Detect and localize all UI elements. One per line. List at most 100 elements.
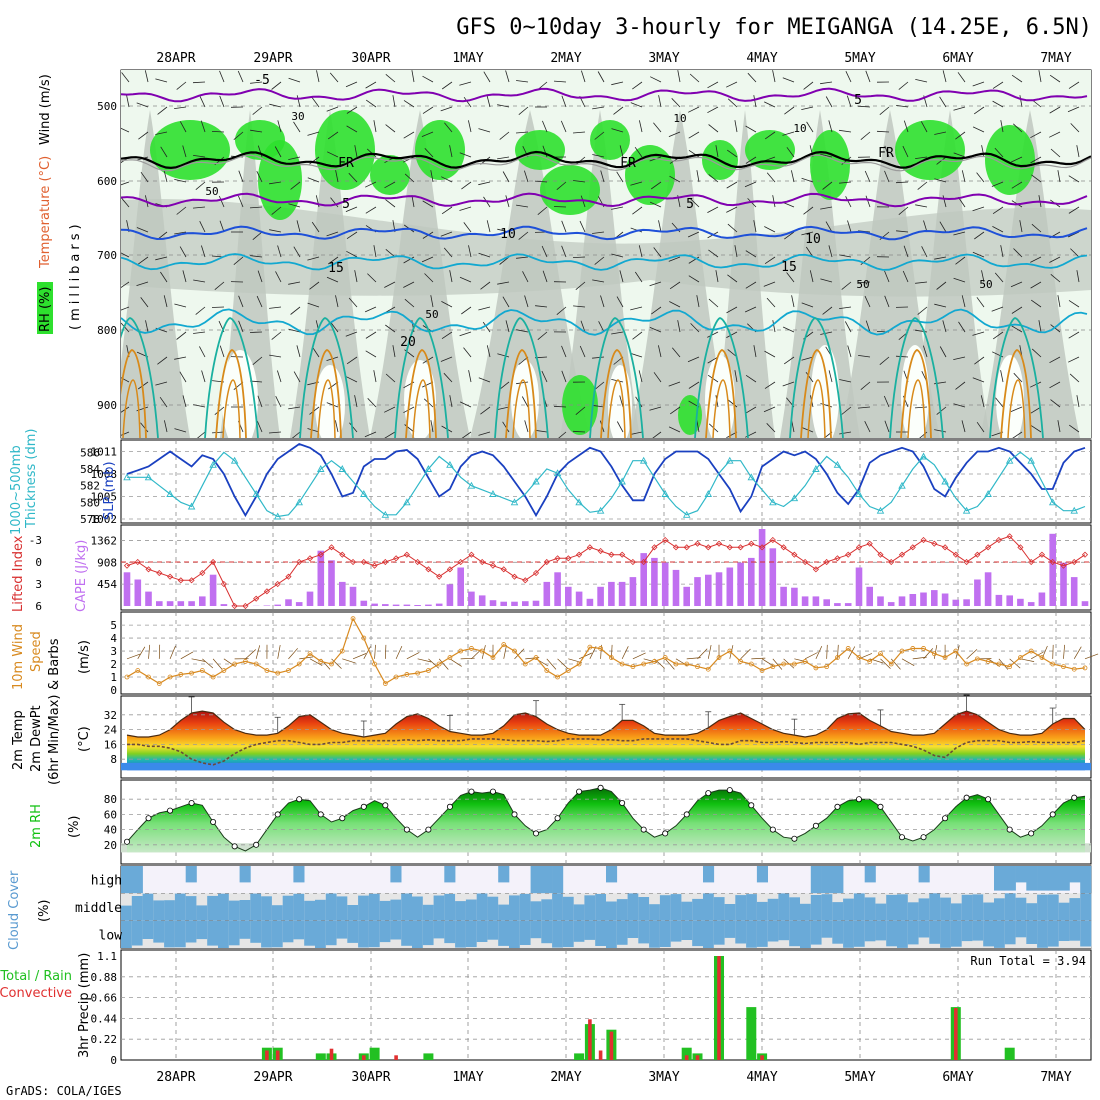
wind-marker [748, 661, 754, 667]
cloud-high-cell [1026, 866, 1038, 891]
wind-marker [856, 655, 862, 660]
wind-marker [469, 646, 474, 651]
li-marker [554, 555, 561, 562]
cloud-low-cell [940, 920, 952, 948]
cape-bar [317, 550, 325, 606]
wind-barb [373, 245, 377, 258]
cape-bar [1006, 595, 1013, 606]
wind-barb [478, 431, 491, 436]
contour-orange-inner [317, 379, 336, 438]
date-label-bottom: 5MAY [844, 1070, 875, 1085]
wind-barb [734, 120, 738, 133]
cape-bar [705, 574, 712, 606]
cloud-low-cell [228, 920, 240, 946]
wind-barb [256, 420, 263, 433]
wind-barb [632, 331, 643, 340]
cloud-middle-cell [325, 893, 337, 921]
cloud-middle-cell [886, 894, 898, 921]
li-marker [619, 551, 626, 558]
contour-plus20 [121, 308, 1088, 336]
thickness-marker [489, 490, 497, 497]
wind-barb [195, 306, 206, 315]
cloud-low-cell [659, 920, 671, 947]
wind-barb [766, 297, 776, 308]
thickness-marker [962, 506, 971, 514]
frame-precip [120, 949, 1092, 1061]
wind-barb [653, 247, 662, 258]
cloud-low-cell [164, 920, 176, 948]
cloud-middle-cell [616, 899, 628, 921]
wind-barb [1049, 381, 1061, 389]
cloud-high-cell [1004, 866, 1016, 891]
wind-barb [459, 152, 472, 158]
wind-barb [581, 70, 586, 83]
wind-barb [468, 120, 472, 133]
wind-barb [745, 406, 757, 414]
wind-barb [1049, 131, 1061, 138]
wind-barb [1030, 131, 1042, 139]
wind-barb [1057, 295, 1061, 308]
wind-barb [346, 250, 358, 258]
wind-barb [157, 106, 168, 115]
wind-barb [335, 420, 339, 433]
wind-unit: (m/s) [77, 640, 92, 674]
wind-barb [890, 658, 901, 670]
wind-barb [201, 370, 206, 383]
wind-barb [991, 306, 1004, 312]
cloud-low-cell [616, 920, 628, 945]
precip-total-bar [681, 1047, 692, 1060]
cloud-middle-cell [778, 893, 790, 921]
cloud-middle-cell [1069, 898, 1081, 921]
thickness-marker [919, 452, 928, 460]
cloud-high-cell [1047, 866, 1059, 891]
rh-marker [726, 787, 733, 794]
wind-marker [974, 656, 980, 662]
cloud-low-cell [746, 920, 758, 948]
cloud-high-cell [756, 866, 768, 883]
cloud-low-cell [1026, 920, 1038, 944]
wind-barb [621, 646, 629, 659]
wind-barb [348, 297, 358, 308]
wind-barb [594, 131, 605, 140]
cloud-middle-cell [1004, 893, 1016, 921]
date-label-bottom: 29APR [253, 1070, 292, 1085]
li-marker [845, 551, 852, 558]
wind-barb [726, 206, 738, 213]
wind-barb [269, 181, 282, 185]
cloud-middle-cell [929, 893, 941, 921]
wind-marker [318, 659, 324, 664]
wind-barb [820, 278, 833, 283]
wind-barb [541, 245, 548, 258]
cloud-low-cell [875, 920, 887, 941]
wind-barb [553, 206, 567, 208]
wind-marker [888, 661, 894, 667]
wind-barb [708, 298, 719, 308]
thickness-tick: 582 [80, 480, 100, 493]
cloud-middle-cell [142, 893, 154, 921]
wind-barb [157, 356, 168, 365]
wind-barb [915, 156, 928, 159]
frame-rh [120, 779, 1092, 865]
wind-barb [884, 145, 890, 158]
cloud-label: Cloud Cover [7, 870, 22, 950]
wind-barb [480, 281, 491, 290]
cloud-middle-cell [595, 894, 607, 921]
wind-barb [901, 658, 915, 667]
cape-labels: Lifted Index CAPE (J/kg) [11, 535, 89, 612]
wind-barb [309, 406, 320, 415]
wind-tick: 3 [110, 645, 117, 658]
wind-barb [1031, 223, 1042, 233]
wind-barb [497, 353, 510, 358]
cloud-low-cell [282, 920, 294, 943]
wind-barb [364, 431, 377, 438]
wind-label-2: Speed [29, 631, 44, 672]
cloud-low-cell [692, 920, 704, 947]
wind-barb [385, 248, 396, 258]
wind-barb [174, 303, 187, 308]
cloud-low-cell [185, 920, 197, 943]
cloud-middle-cell [573, 904, 585, 921]
wind-barb [374, 644, 376, 659]
rh-marker [231, 843, 238, 850]
contour-orange-inner [222, 379, 241, 438]
wind-barb [592, 356, 605, 359]
